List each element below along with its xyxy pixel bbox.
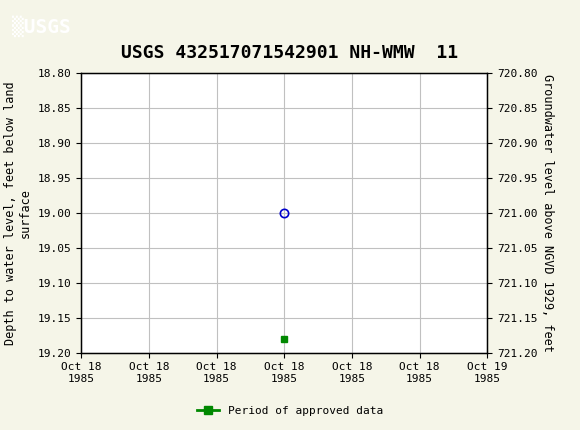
Text: ▒USGS: ▒USGS: [12, 15, 70, 37]
Y-axis label: Groundwater level above NGVD 1929, feet: Groundwater level above NGVD 1929, feet: [541, 74, 554, 352]
Y-axis label: Depth to water level, feet below land
surface: Depth to water level, feet below land su…: [4, 81, 32, 345]
Legend: Period of approved data: Period of approved data: [193, 401, 387, 420]
Text: USGS 432517071542901 NH-WMW  11: USGS 432517071542901 NH-WMW 11: [121, 44, 459, 62]
